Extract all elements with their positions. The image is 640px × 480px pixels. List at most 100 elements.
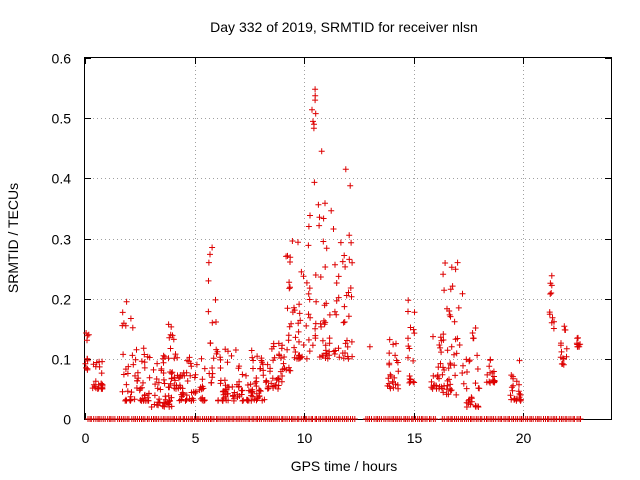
data-point [317, 274, 324, 280]
data-point [130, 361, 137, 368]
data-point [119, 309, 126, 316]
data-point [459, 290, 466, 297]
data-point [305, 311, 312, 318]
data-point [336, 354, 343, 361]
data-point [306, 285, 313, 292]
data-point [133, 346, 140, 353]
data-point [278, 345, 285, 352]
data-point [406, 373, 413, 379]
data-point [168, 370, 175, 377]
data-point [141, 364, 148, 371]
data-point [296, 301, 303, 308]
data-point [465, 397, 472, 404]
data-point [192, 371, 199, 378]
data-point [474, 366, 481, 372]
data-point [128, 389, 135, 396]
data-point [276, 351, 282, 358]
data-point [95, 381, 102, 388]
data-point [253, 383, 260, 390]
data-point [405, 308, 411, 315]
data-point [155, 399, 161, 406]
data-point [172, 377, 178, 384]
data-point [197, 395, 204, 402]
x-tick-label: 20 [516, 430, 532, 446]
data-point [159, 403, 166, 410]
data-point [391, 374, 398, 381]
data-point [335, 294, 342, 301]
data-point [309, 106, 315, 113]
axis-ticks: 0 0.1 0.2 0.3 0.4 0.5 0.6 0 5 10 15 20 [52, 51, 611, 446]
data-point [146, 354, 153, 361]
data-point [244, 397, 251, 404]
data-point [466, 358, 473, 365]
data-point [429, 385, 436, 392]
data-point [444, 347, 451, 354]
data-point [243, 396, 250, 403]
data-point [286, 279, 293, 286]
data-point [207, 251, 213, 258]
data-point [165, 355, 172, 362]
data-point [428, 378, 435, 385]
data-point [175, 375, 182, 382]
data-point [440, 337, 447, 343]
data-point [437, 344, 444, 351]
data-point [339, 258, 346, 265]
data-point [169, 332, 176, 339]
data-point [193, 361, 200, 368]
data-point [270, 357, 277, 364]
data-point [295, 328, 302, 335]
data-point [305, 242, 312, 249]
data-point [306, 348, 313, 355]
data-point [167, 380, 174, 387]
data-point [250, 357, 257, 364]
data-point [348, 293, 355, 300]
data-point [262, 379, 269, 386]
x-axis-label: GPS time / hours [291, 458, 398, 474]
data-point [411, 330, 418, 337]
data-point [348, 239, 355, 246]
data-point [312, 332, 319, 339]
data-point [224, 390, 231, 397]
data-point [296, 338, 302, 345]
data-point [209, 244, 216, 251]
data-point [445, 391, 452, 398]
data-point [303, 279, 310, 286]
data-point [560, 355, 567, 362]
data-point [230, 392, 237, 399]
data-point [260, 372, 267, 379]
data-point [291, 307, 298, 314]
data-point [186, 354, 193, 361]
data-point [394, 382, 401, 388]
data-point [326, 352, 333, 359]
data-point [472, 403, 479, 410]
data-point [348, 338, 355, 345]
data-point [345, 289, 352, 296]
data-point [451, 318, 458, 325]
data-point [213, 319, 219, 325]
data-point [508, 372, 515, 379]
data-point [430, 372, 437, 379]
y-tick-label: 0.1 [52, 352, 72, 368]
data-point [440, 364, 446, 371]
data-point [123, 381, 130, 388]
data-point [349, 259, 356, 266]
data-point [253, 390, 260, 397]
data-point [392, 352, 399, 359]
data-point [188, 363, 195, 370]
data-point [451, 351, 457, 358]
data-point [335, 273, 342, 280]
data-point [574, 341, 581, 348]
data-point [341, 319, 348, 325]
data-point [438, 349, 445, 356]
data-point [303, 355, 310, 362]
data-point [386, 336, 393, 343]
data-point [228, 352, 235, 359]
data-point [286, 323, 293, 330]
data-point [275, 340, 282, 347]
data-point [165, 384, 172, 391]
data-point [441, 367, 448, 373]
data-point [309, 342, 316, 349]
data-point [472, 380, 479, 387]
data-point [144, 394, 151, 401]
data-point [192, 388, 199, 395]
